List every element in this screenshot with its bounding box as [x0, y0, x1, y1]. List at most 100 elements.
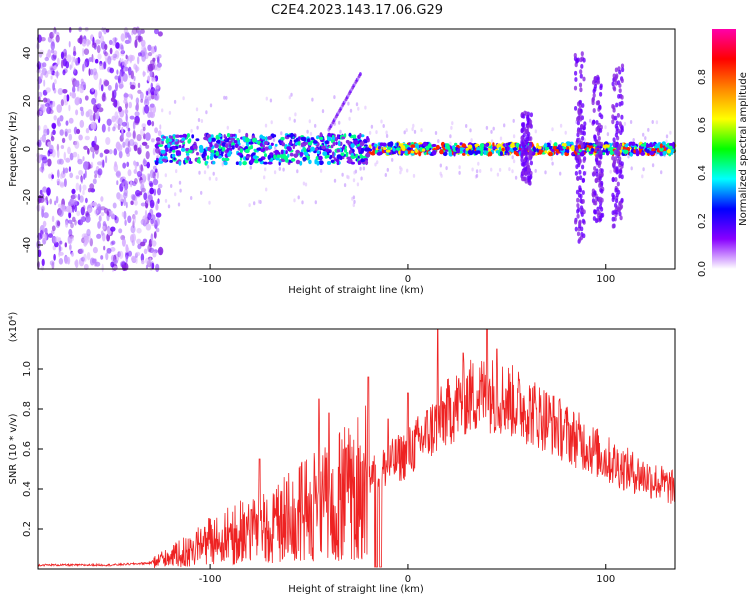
- spectrogram-cell: [179, 188, 182, 193]
- spectrogram-cell: [41, 206, 45, 213]
- spectrogram-cell: [616, 181, 620, 187]
- spectrogram-cell: [376, 160, 379, 165]
- spectrogram-cell: [169, 159, 174, 163]
- spectrogram-cell: [103, 149, 110, 155]
- spectrogram-cell: [597, 136, 601, 141]
- spectrogram-cell: [111, 40, 116, 46]
- spectrogram-cell: [151, 47, 155, 55]
- colorbar-tick-label: 0.0: [697, 261, 708, 277]
- spectrogram-cell: [611, 223, 615, 229]
- spectrogram-cell: [618, 160, 622, 166]
- spectrogram-cell: [592, 170, 597, 176]
- spectrogram-cell: [595, 140, 599, 146]
- spectrogram-cell: [404, 150, 408, 155]
- spectrogram-cell: [105, 57, 108, 64]
- spectrogram-cell: [100, 255, 104, 260]
- spectrogram-cell: [122, 162, 127, 169]
- spectrogram-cell: [130, 55, 135, 61]
- spectrogram-cell: [109, 47, 113, 55]
- spectrogram-cell: [143, 248, 148, 255]
- spectrogram-cell: [134, 111, 140, 117]
- spectrogram-cell: [598, 172, 602, 177]
- spectrogram-cell: [77, 248, 83, 254]
- spectrogram-cell: [145, 132, 151, 141]
- spectrogram-cell: [280, 136, 285, 141]
- spectrogram-cell: [55, 63, 58, 69]
- spectrogram-cell: [609, 147, 614, 152]
- spectrogram-cell: [205, 161, 209, 164]
- colorbar-ticks: 0.0 0.2 0.4 0.6 0.8: [697, 69, 708, 277]
- spectrogram-cell: [151, 235, 154, 244]
- spectrogram-cell: [152, 57, 156, 62]
- spectrogram-cell: [225, 143, 229, 147]
- spectrogram-cell: [576, 213, 580, 219]
- spectrogram-cell: [386, 167, 389, 172]
- spectrogram-cell: [343, 183, 347, 188]
- spectrogram-cell: [167, 204, 171, 209]
- spectrogram-cell: [64, 128, 69, 137]
- spectrogram-cell: [431, 143, 437, 148]
- spectrogram-cell: [41, 156, 48, 164]
- spectrogram-cell: [627, 154, 630, 159]
- spectrogram-cell: [238, 129, 241, 133]
- spectrogram-cell: [140, 91, 144, 100]
- spectrogram-cell: [76, 210, 81, 217]
- spectrogram-cell: [122, 235, 125, 241]
- spectrogram-cell: [110, 254, 115, 262]
- spectrogram-cell: [655, 120, 659, 125]
- spectrogram-cell: [248, 203, 251, 208]
- spectrogram-cell: [582, 57, 586, 63]
- spectrogram-cell: [400, 167, 403, 172]
- spectrogram-cell: [103, 61, 107, 70]
- spectrogram-cell: [574, 171, 579, 176]
- spectrogram-cell: [71, 60, 74, 69]
- spectrogram-cell: [618, 88, 622, 93]
- y-tick-label: -20: [22, 189, 33, 205]
- spectrogram-cell: [45, 87, 51, 93]
- spectrogram-cell: [578, 220, 582, 226]
- spectrogram-cell: [613, 86, 617, 92]
- spectrogram-cell: [79, 85, 84, 94]
- spectrogram-cell: [125, 147, 130, 155]
- x-tick-label: -100: [199, 274, 222, 285]
- spectrogram-cell: [43, 128, 49, 136]
- spectrogram-cell: [565, 141, 571, 147]
- spectrogram-cell: [577, 115, 581, 121]
- spectrogram-cell: [270, 157, 274, 162]
- spectrogram-y-axis-label: Frequency (Hz): [8, 111, 19, 187]
- spectrogram-cell: [297, 141, 301, 146]
- spectrogram-cell: [123, 197, 127, 207]
- spectrogram-cell: [85, 215, 91, 223]
- spectrogram-cell: [338, 120, 341, 125]
- spectrogram-cell: [499, 151, 503, 156]
- spectrogram-cell: [121, 58, 124, 66]
- spectrogram-cell: [71, 56, 74, 62]
- spectrogram-cell: [90, 68, 94, 76]
- spectrogram-cell: [111, 240, 116, 245]
- spectrogram-cell: [553, 142, 558, 147]
- spectrogram-cell: [71, 91, 75, 99]
- spectrogram-cell: [60, 204, 66, 211]
- spectrogram-cell: [212, 161, 216, 165]
- snr-plot-area: [37, 328, 676, 568]
- spectrogram-cell: [52, 82, 55, 91]
- spectrogram-cell: [319, 145, 322, 151]
- spectrogram-cell: [168, 110, 172, 115]
- spectrogram-cell: [97, 168, 103, 176]
- spectrogram-cell: [62, 167, 65, 175]
- spectrogram-cell: [651, 148, 656, 152]
- spectrogram-cell: [161, 158, 167, 163]
- spectrogram-cell: [151, 120, 155, 127]
- spectrogram-cell: [221, 142, 227, 147]
- spectrogram-cell: [56, 220, 61, 227]
- spectrogram-cell: [142, 70, 145, 78]
- spectrogram-cell: [304, 182, 308, 187]
- spectrogram-cell: [82, 156, 85, 162]
- spectrogram-cell: [318, 136, 324, 141]
- spectrogram-cell: [136, 238, 142, 245]
- spectrogram-cell: [245, 137, 250, 143]
- spectrogram-cell: [51, 215, 55, 222]
- spectrogram-cell: [72, 216, 76, 222]
- y-tick-label: 40: [22, 47, 33, 60]
- spectrogram-cell: [410, 144, 416, 148]
